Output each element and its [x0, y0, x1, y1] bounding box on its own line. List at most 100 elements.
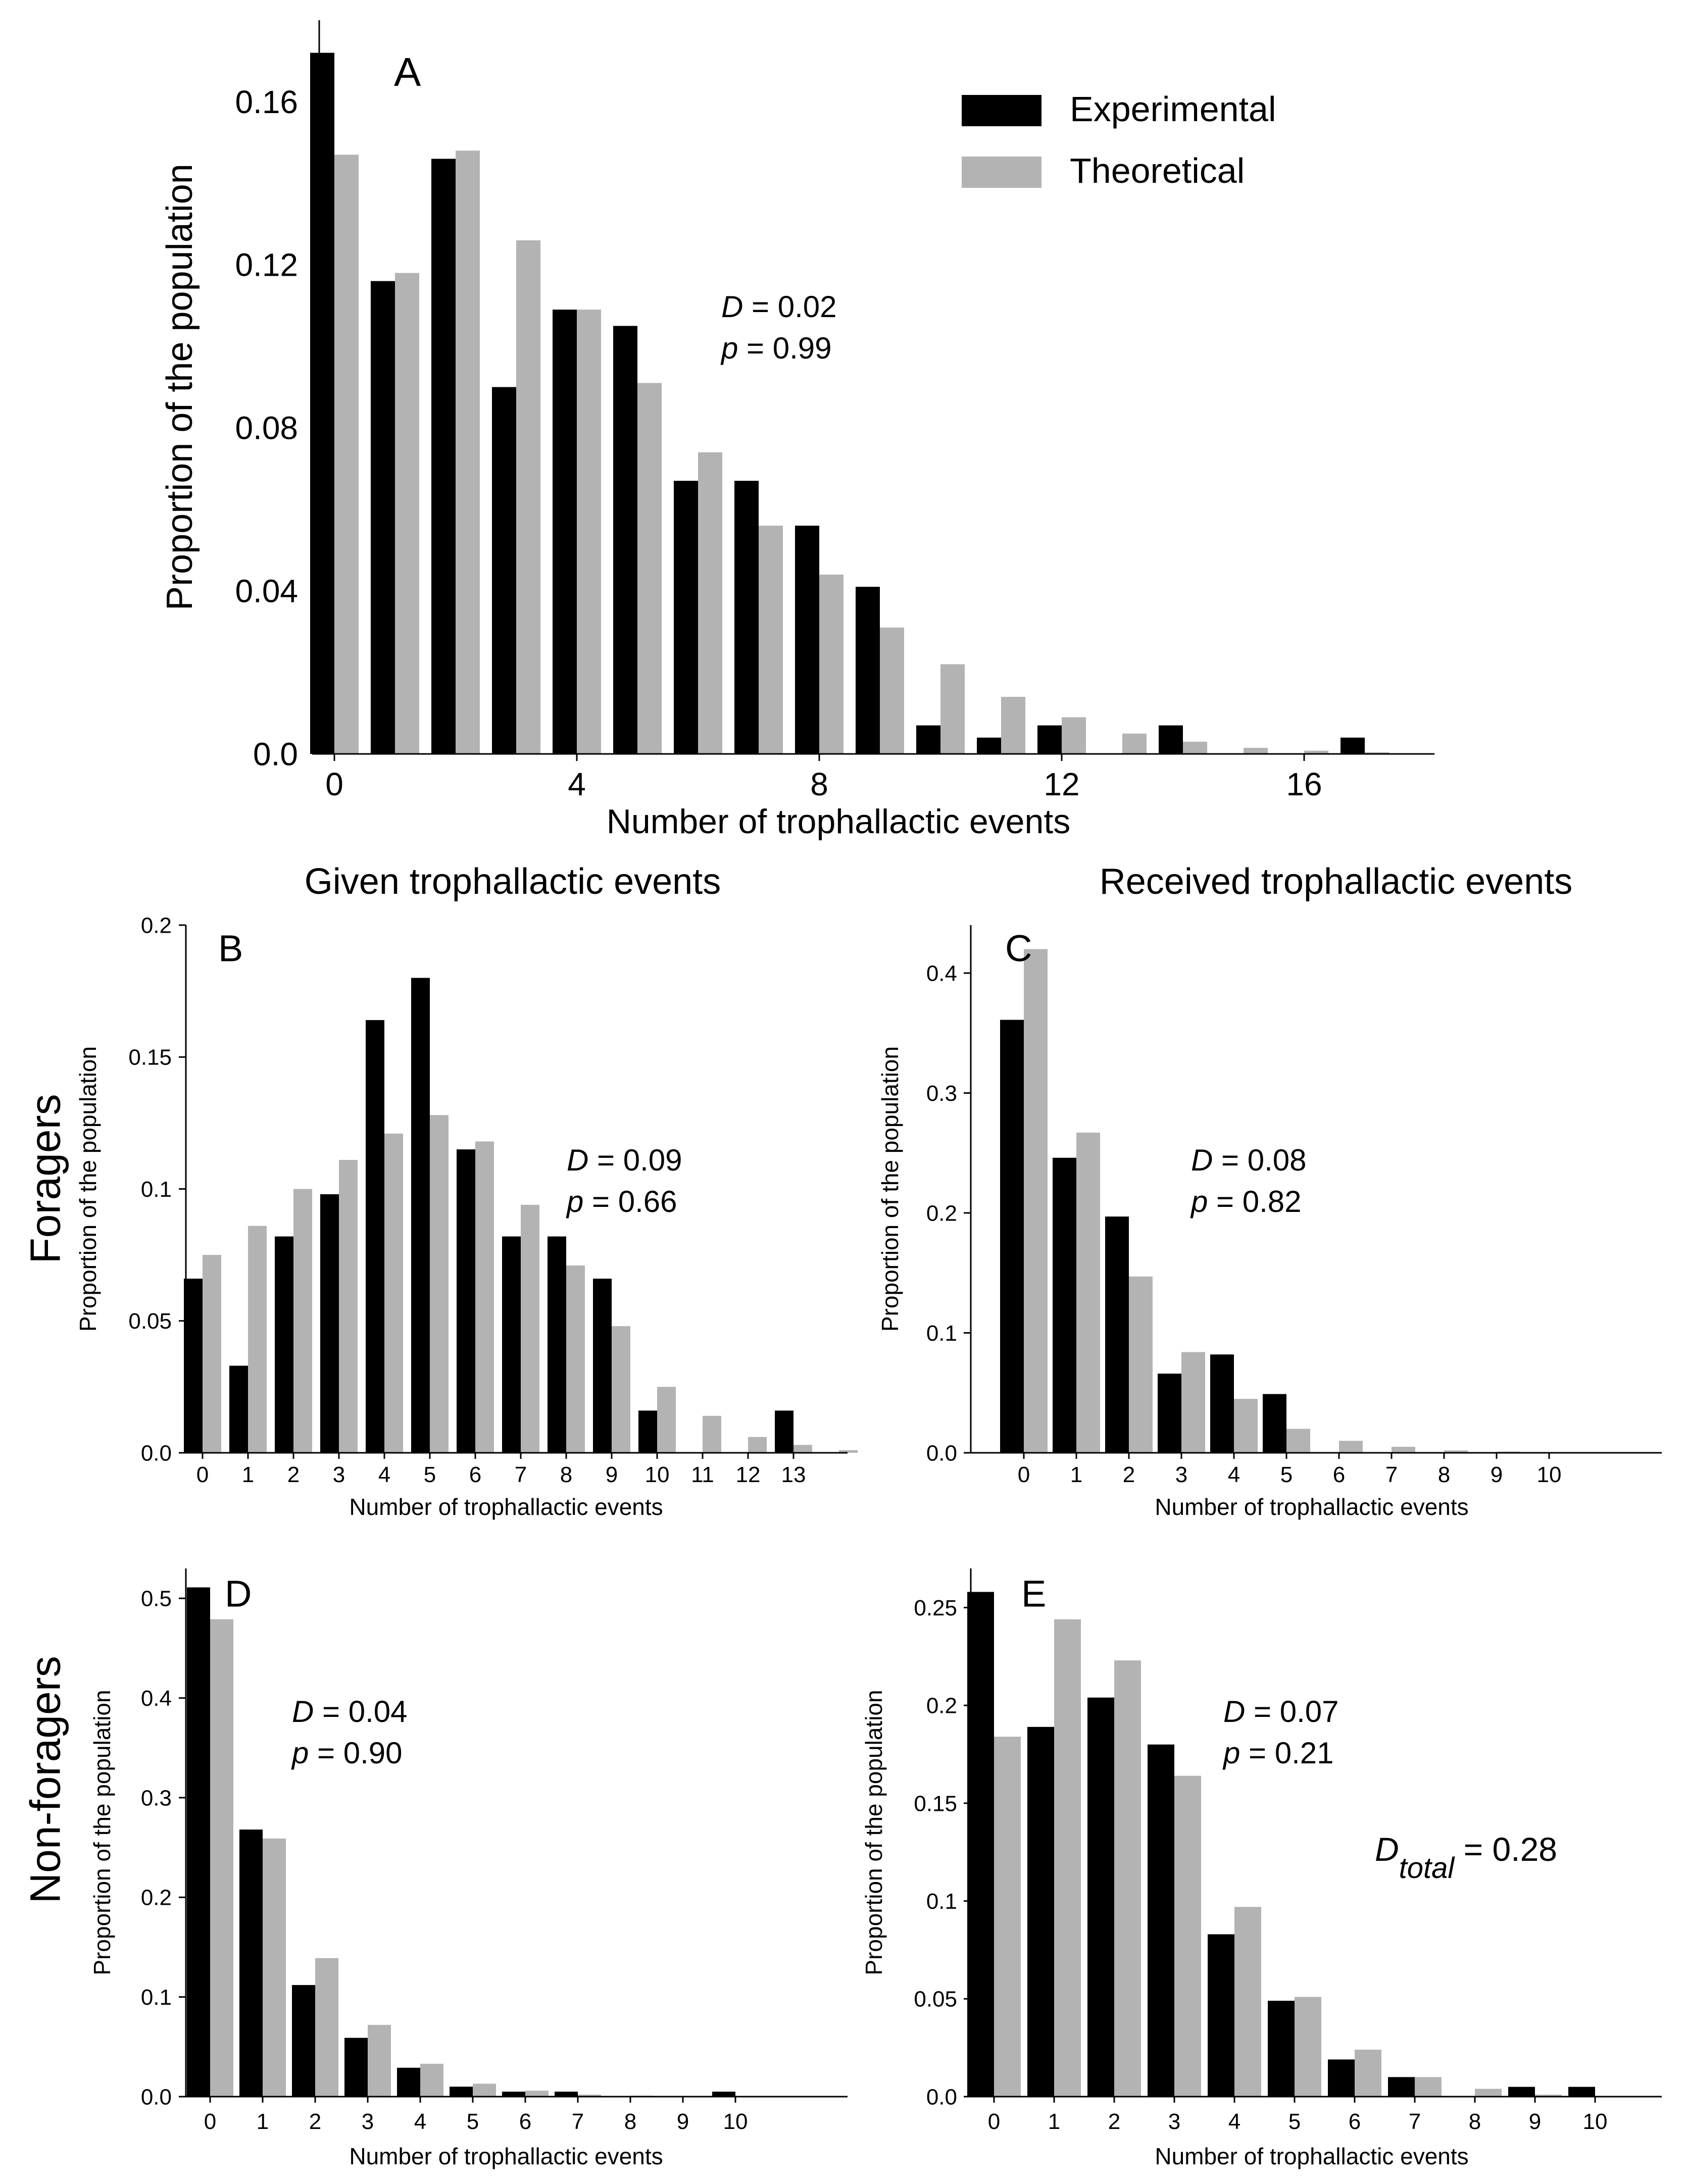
bar-a-experimental-7 [734, 481, 759, 754]
y-tick-label-e: 0.15 [914, 1791, 957, 1816]
y-tick-label-a: 0.08 [235, 410, 298, 446]
bar-e-theoretical-0 [994, 1737, 1021, 2097]
x-tick-label-a: 8 [810, 766, 828, 802]
bar-c-theoretical-2 [1129, 1276, 1153, 1453]
legend-swatch-experimental [962, 95, 1041, 126]
x-tick-label-d: 7 [572, 2109, 584, 2134]
x-tick-label-b: 3 [333, 1462, 345, 1487]
x-tick-label-b: 0 [196, 1462, 209, 1487]
x-tick-label-e: 0 [988, 2109, 1000, 2134]
x-tick-label-c: 6 [1333, 1462, 1345, 1487]
bar-a-experimental-1 [371, 281, 395, 754]
bar-b-theoretical-4 [384, 1133, 403, 1453]
bar-a-experimental-9 [856, 587, 880, 754]
bar-e-theoretical-8 [1475, 2089, 1502, 2097]
chart-panel-d: 0.0 0.1 0.2 0.3 0.4 0.5 0 1 2 3 4 5 6 7 8 9 10 Number of … [89, 1568, 848, 2169]
bar-d-theoretical-5 [473, 2084, 496, 2097]
y-tick-label-a: 0.0 [253, 736, 298, 772]
y-tick-label-e: 0.1 [926, 1889, 957, 1914]
bar-a-theoretical-13 [1122, 733, 1147, 754]
stat-d-symbol: D [721, 290, 743, 324]
stat-d-value: = 0.04 [314, 1695, 407, 1729]
bar-e-experimental-9 [1508, 2087, 1535, 2097]
x-tick-label-e: 6 [1349, 2109, 1361, 2134]
x-axis-label-b: Number of trophallactic events [349, 1494, 663, 1520]
x-tick-label-d: 9 [677, 2109, 689, 2134]
bar-a-theoretical-14 [1183, 741, 1207, 754]
bar-a-experimental-11 [977, 737, 1001, 754]
bar-b-experimental-2 [275, 1236, 293, 1453]
bar-b-theoretical-12 [748, 1437, 767, 1453]
panel-label-a: A [394, 49, 421, 94]
x-tick-label-e: 5 [1288, 2109, 1301, 2134]
stat-d-value: = 0.08 [1213, 1143, 1306, 1177]
bar-e-theoretical-2 [1114, 1660, 1141, 2097]
x-tick-label-a: 16 [1286, 766, 1322, 802]
stat-p-value: = 0.82 [1208, 1185, 1301, 1218]
bar-a-theoretical-0 [334, 155, 359, 754]
y-tick-label-b: 0.15 [128, 1045, 172, 1070]
bar-a-experimental-2 [431, 159, 456, 754]
x-tick-label-b: 8 [560, 1462, 572, 1487]
x-tick-label-a: 12 [1044, 766, 1079, 802]
bar-d-experimental-5 [450, 2087, 473, 2097]
bar-e-experimental-5 [1268, 2001, 1295, 2097]
bar-e-theoretical-4 [1234, 1907, 1261, 2097]
x-tick-label-c: 7 [1385, 1462, 1398, 1487]
d-total-subscript: total [1399, 1852, 1456, 1885]
bar-a-experimental-6 [674, 481, 698, 754]
y-axis-label-e: Proportion of the population [861, 1690, 887, 1975]
stat-p-value: = 0.66 [583, 1185, 677, 1218]
bar-b-experimental-9 [593, 1279, 612, 1453]
bar-a-theoretical-5 [637, 383, 662, 754]
x-axis-label-d: Number of trophallactic events [349, 2143, 663, 2169]
bar-a-theoretical-8 [819, 574, 844, 754]
stat-p-symbol: p [720, 331, 738, 365]
bar-a-theoretical-6 [698, 452, 722, 754]
panel-label-d: D [225, 1573, 252, 1615]
bar-e-experimental-6 [1328, 2059, 1355, 2097]
panel-label-e: E [1021, 1573, 1046, 1615]
bar-b-theoretical-13 [793, 1445, 812, 1453]
bar-c-theoretical-0 [1024, 949, 1048, 1453]
y-axis-label-c: Proportion of the population [877, 1046, 903, 1332]
x-tick-label-e: 10 [1583, 2109, 1608, 2134]
x-tick-label-b: 1 [242, 1462, 254, 1487]
chart-panel-c: 0.0 0.1 0.2 0.3 0.4 0 1 2 3 4 5 6 7 8 9 10 Number of tro… [877, 925, 1662, 1520]
bar-c-experimental-2 [1105, 1216, 1129, 1453]
bar-e-theoretical-7 [1415, 2077, 1442, 2097]
y-tick-label-c: 0.2 [926, 1201, 957, 1226]
x-tick-label-b: 5 [424, 1462, 436, 1487]
bar-a-theoretical-17 [1365, 752, 1389, 754]
row-label-foragers: Foragers [21, 1094, 69, 1264]
stat-p-e: p = 0.21 [1222, 1736, 1334, 1770]
panel-label-b: B [218, 928, 243, 970]
x-tick-label-b: 13 [781, 1462, 806, 1487]
y-tick-label-b: 0.0 [141, 1441, 172, 1465]
y-tick-label-b: 0.2 [141, 913, 172, 938]
stat-p-c: p = 0.82 [1190, 1185, 1302, 1218]
stat-d-value: = 0.07 [1245, 1695, 1338, 1729]
bar-e-experimental-2 [1087, 1697, 1114, 2097]
legend-swatch-theoretical [962, 157, 1041, 188]
x-tick-label-b: 12 [736, 1462, 761, 1487]
d-total-annotation: Dtotal = 0.28 [1375, 1831, 1557, 1885]
y-tick-label-a: 0.16 [235, 84, 298, 120]
bar-e-theoretical-1 [1054, 1619, 1081, 2097]
x-tick-label-d: 10 [723, 2109, 748, 2134]
chart-panel-a: 0.0 0.04 0.08 0.12 0.16 0 4 8 12 16 Number of trop… [160, 20, 1434, 841]
x-tick-label-e: 9 [1529, 2109, 1541, 2134]
bar-a-experimental-17 [1341, 737, 1365, 754]
bar-c-experimental-5 [1263, 1394, 1286, 1453]
bar-c-theoretical-8 [1444, 1450, 1468, 1453]
y-tick-label-d: 0.1 [141, 1985, 172, 2010]
column-title-given: Given trophallactic events [305, 861, 721, 902]
bar-a-theoretical-2 [456, 150, 480, 754]
stat-p-symbol: p [1222, 1736, 1240, 1770]
x-tick-label-c: 2 [1123, 1462, 1135, 1487]
bar-d-experimental-0 [187, 1587, 210, 2097]
bar-e-theoretical-3 [1174, 1775, 1201, 2097]
bar-b-theoretical-6 [475, 1141, 494, 1453]
y-tick-label-e: 0.25 [914, 1596, 957, 1620]
bar-b-experimental-1 [229, 1365, 248, 1453]
